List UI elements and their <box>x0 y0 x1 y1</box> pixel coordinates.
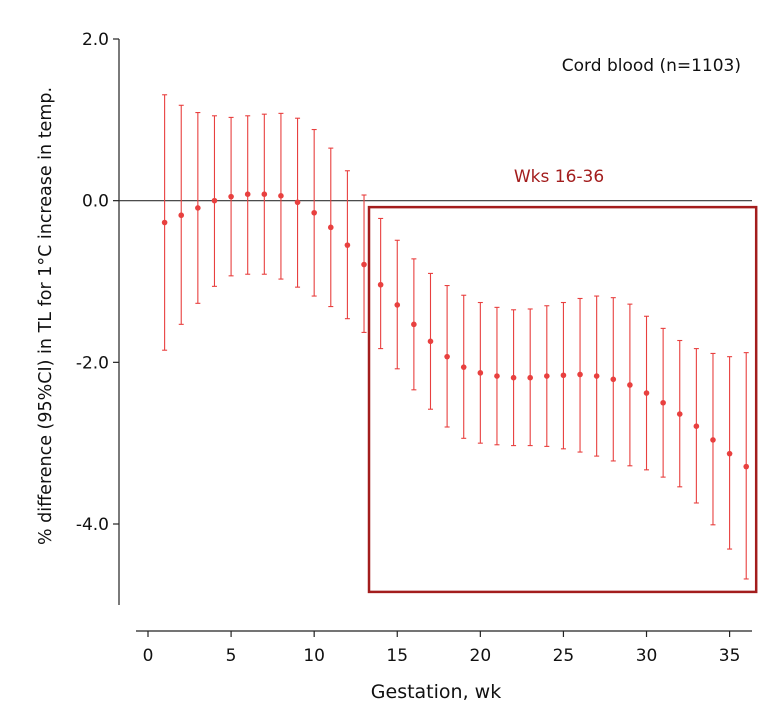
x-tick-label: 20 <box>470 646 492 666</box>
point-estimate <box>195 205 201 211</box>
estimate-with-ci <box>327 147 334 308</box>
estimate-with-ci <box>577 297 583 453</box>
point-estimate <box>444 353 450 360</box>
point-estimate <box>544 373 550 379</box>
point-estimate <box>676 411 683 417</box>
estimate-with-ci <box>195 112 201 304</box>
estimate-with-ci <box>693 348 700 504</box>
point-estimate <box>510 374 517 381</box>
cohort-annotation: Cord blood (n=1103) <box>562 56 741 76</box>
estimate-with-ci <box>460 294 467 439</box>
x-tick-label: 15 <box>386 646 408 666</box>
point-estimate <box>361 261 367 268</box>
point-estimate <box>743 463 750 470</box>
x-tick-label: 10 <box>303 646 325 666</box>
estimate-with-ci <box>244 115 251 275</box>
estimate-with-ci <box>527 308 533 447</box>
estimate-with-ci <box>544 305 550 447</box>
estimate-with-ci <box>627 303 633 467</box>
point-estimate <box>693 423 700 429</box>
point-estimate <box>311 209 317 216</box>
y-axis-title: % difference (95%CI) in TL for 1°C incre… <box>36 87 56 545</box>
highlight-box <box>367 205 758 594</box>
point-estimate <box>394 302 401 308</box>
estimate-with-ci <box>427 272 434 410</box>
estimate-with-ci <box>560 301 567 450</box>
point-estimate <box>344 242 351 248</box>
estimate-with-ci <box>261 113 268 275</box>
estimate-with-ci <box>411 258 417 391</box>
estimate-with-ci <box>211 115 218 287</box>
estimate-with-ci <box>161 94 168 351</box>
point-estimate <box>244 191 251 197</box>
highlight-label: Wks 16-36 <box>514 167 604 187</box>
point-estimate <box>560 372 567 379</box>
x-tick-label: 35 <box>719 646 741 666</box>
point-estimate <box>494 373 500 379</box>
estimate-with-ci <box>228 116 234 277</box>
point-estimate <box>327 224 334 231</box>
estimate-with-ci <box>743 352 750 580</box>
y-tick-label: -4.0 <box>76 515 109 535</box>
data-points <box>161 94 750 580</box>
estimate-with-ci <box>344 170 351 320</box>
x-axis: 0 5 10 15 20 25 30 35 <box>136 630 752 666</box>
point-estimate <box>228 193 234 200</box>
estimate-with-ci <box>494 306 500 446</box>
point-estimate <box>261 191 268 197</box>
estimate-with-ci <box>377 217 384 350</box>
estimate-with-ci <box>726 356 733 550</box>
point-estimate <box>427 338 434 345</box>
point-estimate <box>527 374 533 381</box>
point-estimate <box>294 199 301 206</box>
point-estimate <box>593 373 600 379</box>
point-estimate <box>211 197 218 204</box>
point-estimate <box>726 450 733 457</box>
estimate-with-ci <box>676 339 683 488</box>
point-estimate <box>643 390 650 396</box>
point-estimate <box>178 212 185 219</box>
estimate-with-ci <box>610 297 617 462</box>
y-tick-label: 0.0 <box>82 192 109 212</box>
estimate-with-ci <box>444 284 450 428</box>
x-tick-label: 0 <box>143 646 154 666</box>
point-estimate <box>660 399 666 406</box>
point-estimate <box>710 437 716 443</box>
x-tick-label: 5 <box>226 646 237 666</box>
estimate-with-ci <box>710 352 716 526</box>
point-estimate <box>460 364 467 370</box>
y-tick-label: -2.0 <box>76 353 109 373</box>
point-estimate <box>577 371 583 378</box>
estimate-with-ci <box>593 295 600 457</box>
estimate-with-ci <box>178 104 185 325</box>
y-tick-label: 2.0 <box>82 30 109 50</box>
point-estimate <box>610 376 617 383</box>
estimate-with-ci <box>311 128 317 297</box>
point-estimate <box>627 382 633 388</box>
y-axis: 2.0 0.0 -2.0 -4.0 <box>76 30 120 605</box>
point-estimate <box>161 219 168 226</box>
estimate-with-ci <box>477 301 484 444</box>
x-tick-label: 30 <box>636 646 658 666</box>
estimate-with-ci <box>294 117 301 288</box>
estimate-with-ci <box>394 239 401 370</box>
x-axis-title: Gestation, wk <box>371 681 501 703</box>
estimate-with-ci <box>510 309 517 447</box>
point-estimate <box>278 193 284 199</box>
estimate-with-ci <box>643 315 650 471</box>
estimate-with-ci <box>660 327 666 478</box>
point-estimate <box>377 281 384 288</box>
point-estimate <box>411 321 417 328</box>
x-tick-label: 25 <box>553 646 575 666</box>
point-estimate <box>477 370 484 376</box>
estimate-with-ci <box>361 194 367 333</box>
estimate-with-ci <box>278 112 284 280</box>
